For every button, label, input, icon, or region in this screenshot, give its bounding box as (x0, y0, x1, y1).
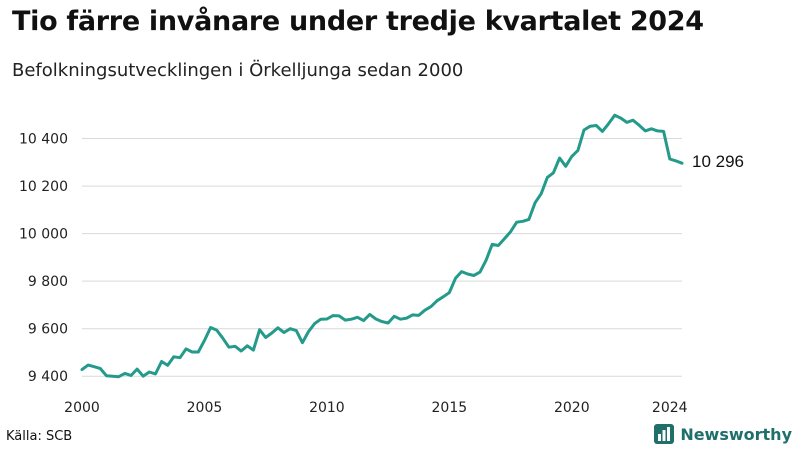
y-tick-label: 9 400 (28, 369, 68, 385)
end-value-label: 10 296 (692, 152, 744, 171)
x-axis-tick-labels: 2000 2005 2010 2015 2020 2024 (64, 400, 687, 416)
chart-title: Tio färre invånare under tredje kvartale… (12, 6, 704, 37)
series-layer (80, 113, 684, 379)
y-tick-label: 10 400 (19, 132, 68, 148)
brand-name: Newsworthy (680, 424, 792, 444)
x-tick-label: 2024 (652, 400, 688, 416)
brand-logo[interactable]: Newsworthy (653, 423, 792, 445)
x-tick-label: 2010 (309, 400, 345, 416)
x-tick-label: 2000 (64, 400, 100, 416)
x-tick-label: 2015 (432, 400, 468, 416)
y-tick-label: 10 200 (19, 179, 68, 195)
bar-chart-icon (654, 424, 675, 444)
series-line (80, 113, 684, 379)
y-tick-label: 10 000 (19, 227, 68, 243)
gridlines (82, 138, 682, 377)
y-axis-tick-labels: 9 400 9 600 9 800 10 000 10 200 10 400 (19, 132, 68, 386)
y-tick-label: 9 800 (28, 274, 68, 290)
y-tick-label: 9 600 (28, 322, 68, 338)
x-tick-label: 2020 (554, 400, 590, 416)
source-note: Källa: SCB (6, 429, 73, 444)
chart-subtitle: Befolkningsutvecklingen i Örkelljunga se… (12, 60, 464, 81)
x-tick-label: 2005 (187, 400, 223, 416)
